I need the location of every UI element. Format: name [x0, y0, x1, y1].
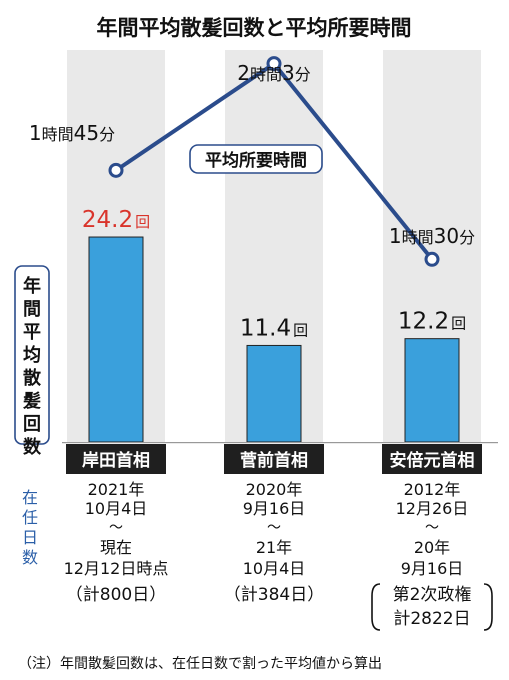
time-label: 1時間45分	[29, 121, 115, 145]
category-label-box	[224, 444, 324, 474]
tenure-label: 在任日数	[22, 488, 38, 567]
category-label-box	[382, 444, 482, 474]
tenure-line: 2020年	[246, 480, 303, 499]
category-label: 安倍元首相	[390, 450, 475, 471]
tenure-line: ～	[267, 520, 281, 536]
tenure-line: 2012年	[404, 480, 461, 499]
bracket-right	[483, 583, 493, 631]
tenure-line: 第2次政権	[393, 585, 472, 605]
bar-value-label: 11.4 回	[240, 315, 308, 341]
category-label-box	[66, 444, 166, 474]
tenure-line: 12月12日時点	[64, 559, 169, 578]
tenure-line: 10月4日	[85, 499, 148, 518]
tenure-line: 20年	[414, 538, 450, 557]
bar-value-label: 24.2 回	[82, 207, 150, 233]
tenure-line: 12月26日	[396, 499, 469, 518]
bars: 24.2 回 11.4 回 12.2 回	[82, 207, 466, 443]
tenure-line: 計2822日	[393, 609, 470, 629]
line-point	[424, 251, 440, 267]
tenure-line: 9月16日	[243, 499, 306, 518]
chart-title: 年間平均散髪回数と平均所要時間	[97, 16, 412, 40]
line-point	[108, 162, 124, 178]
bracket-left	[371, 583, 381, 631]
tenure-line: ～	[109, 520, 123, 536]
y-axis-label-box	[14, 265, 50, 445]
series-label-box	[189, 144, 323, 174]
tenure-line: 2021年	[88, 480, 145, 499]
line-point	[266, 56, 282, 72]
tenure-line: （計384日）	[224, 585, 324, 605]
bar	[88, 236, 144, 443]
background-columns	[67, 50, 481, 443]
tenure-line: （計800日）	[66, 585, 166, 605]
bar-value-label: 12.2 回	[398, 309, 466, 335]
category-label: 岸田首相	[82, 450, 150, 471]
category-labels: 岸田首相 菅前首相 安倍元首相	[66, 444, 482, 474]
footnote: （注）年間散髪回数は、在任日数で割った平均値から算出	[18, 655, 382, 672]
category-label: 菅前首相	[240, 450, 308, 471]
y-axis-label: 年間平均散髪回数	[14, 265, 50, 458]
series-label-text: 平均所要時間	[205, 150, 307, 171]
tenure-line: 9月16日	[401, 559, 464, 578]
bar	[246, 344, 302, 443]
tenure-line: 現在	[100, 538, 132, 557]
tenure-line: 10月4日	[243, 559, 306, 578]
category-baseline	[62, 442, 498, 444]
bar	[404, 338, 460, 443]
tenure-details: 2021年10月4日～現在12月12日時点（計800日）2020年9月16日～2…	[64, 480, 493, 631]
time-label: 1時間30分	[389, 224, 475, 248]
average-time-line: 1時間45分 2時間3分 1時間30分	[29, 56, 475, 267]
series-label: 平均所要時間	[189, 144, 323, 174]
y-axis-label-text: 年間平均散髪回数	[22, 275, 42, 458]
tenure-line: 21年	[256, 538, 292, 557]
tenure-line: ～	[425, 520, 439, 536]
time-label: 2時間3分	[237, 61, 311, 85]
